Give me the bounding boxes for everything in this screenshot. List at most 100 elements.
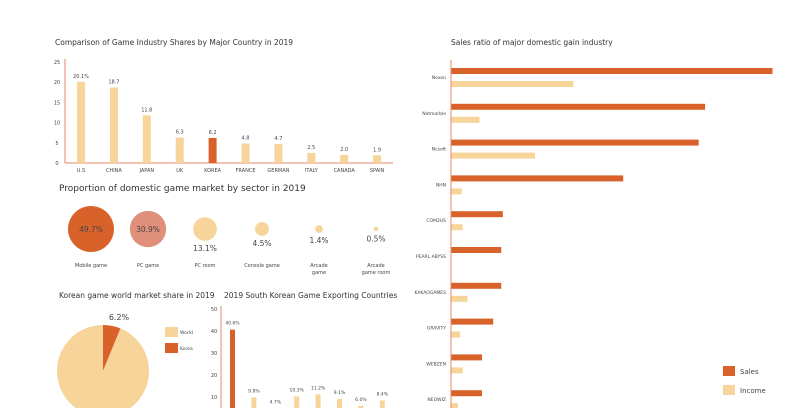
- country-y-tick: 25: [54, 60, 60, 66]
- sales-bar-sales: [451, 282, 502, 289]
- country-bar-label: 2.5: [307, 145, 315, 151]
- sales-legend-swatch: [723, 366, 735, 376]
- sector-value-label: 30.9%: [136, 225, 160, 234]
- country-bar: [340, 154, 349, 163]
- export-y-tick: 10: [211, 395, 217, 401]
- sector-category-label: Arcade: [310, 263, 327, 269]
- country-bar-label: 1.9: [373, 147, 381, 153]
- export-y-tick: 30: [211, 351, 217, 357]
- export-bar: [337, 398, 342, 408]
- export-bar-label: 9.8%: [248, 388, 260, 394]
- export-bar: [294, 396, 300, 408]
- country-bar-label: 11.8: [141, 107, 152, 113]
- sales-category-label: KAKAOGAMES: [414, 290, 446, 296]
- country-y-tick: 10: [54, 121, 60, 127]
- export-chart-title: 2019 South Korean Game Exporting Countri…: [224, 291, 398, 300]
- sector-bubble: [129, 210, 167, 248]
- export-bar-label: 4.7%: [270, 400, 282, 406]
- sector-value-label: 4.5%: [252, 239, 271, 248]
- sector-category-label: Mobile game: [75, 263, 107, 269]
- country-bar-label: 20.1%: [73, 74, 89, 80]
- pie-slice-world: [57, 325, 149, 408]
- sector-bubble: [315, 225, 323, 233]
- sales-category-label: GRAVITY: [427, 326, 446, 332]
- export-bar: [315, 394, 321, 408]
- pie-legend-label: World: [180, 330, 193, 336]
- export-bar: [230, 329, 235, 408]
- sector-value-label: 1.4%: [309, 236, 328, 245]
- sales-bar-income: [451, 295, 468, 302]
- sector-category-label: PC game: [137, 263, 159, 269]
- country-bar-label: 2.0: [340, 147, 348, 153]
- country-bar-label: 6.3: [176, 130, 184, 136]
- country-bar: [175, 137, 184, 163]
- sector-category-label: game room: [362, 270, 391, 276]
- country-y-tick: 5: [55, 141, 58, 147]
- sales-chart-title: Sales ratio of major domestic gain indus…: [451, 38, 613, 47]
- sales-bar-sales: [451, 103, 706, 110]
- sales-legend-label: Income: [740, 387, 766, 395]
- pie-annotation: 6.2%: [109, 313, 130, 322]
- export-bar-label: 8.4%: [377, 392, 389, 398]
- sales-category-label: PEARL ABYSS: [416, 254, 446, 260]
- export-y-tick: 40: [211, 329, 217, 335]
- country-y-tick: 20: [54, 80, 60, 86]
- export-bar: [251, 397, 257, 408]
- country-x-tick: CANADA: [334, 168, 356, 174]
- sector-bubble: [193, 217, 217, 241]
- country-x-tick: SPAIN: [370, 168, 385, 174]
- sales-bar-income: [451, 188, 462, 195]
- sales-bar-income: [451, 367, 463, 374]
- country-bar-label: 4.8: [242, 136, 250, 142]
- sector-value-label: 0.5%: [366, 234, 385, 243]
- sector-value-label: 13.1%: [193, 244, 217, 253]
- sector-bubble: [373, 226, 379, 232]
- export-y-tick: 20: [211, 373, 217, 379]
- country-bar-label: 6.2: [209, 130, 217, 136]
- sector-bubble: [68, 206, 114, 252]
- country-bar: [208, 137, 217, 163]
- sector-category-label: game: [312, 270, 326, 276]
- sales-bar-income: [451, 403, 458, 408]
- sales-category-label: Netmarble: [422, 111, 446, 117]
- country-bar: [307, 152, 316, 163]
- country-x-tick: FRANCE: [236, 168, 256, 174]
- sales-bar-sales: [451, 318, 494, 325]
- export-bar: [379, 400, 385, 408]
- pie-legend-swatch: [165, 327, 178, 337]
- country-x-tick: U.S: [77, 168, 85, 174]
- sector-category-label: PC room: [194, 263, 215, 269]
- sales-bar-sales: [451, 247, 502, 253]
- country-bar-label: 4.7: [274, 136, 282, 142]
- sales-bar-sales: [451, 211, 503, 218]
- country-x-tick: GERMAN: [267, 168, 289, 174]
- pie-legend-label: Korea: [180, 346, 193, 352]
- sales-bar-sales: [451, 175, 624, 182]
- country-bar-label: 18.7: [108, 79, 119, 85]
- sales-category-label: Ncsoft: [432, 147, 446, 153]
- sales-bar-sales: [451, 68, 773, 74]
- pie-slice-korea: [103, 325, 121, 371]
- sector-category-label: Arcade: [367, 263, 384, 269]
- export-bar-label: 11.2%: [311, 385, 326, 391]
- country-bar: [274, 144, 283, 163]
- sales-category-label: Nexon: [432, 75, 446, 81]
- country-x-tick: CHINA: [106, 168, 122, 174]
- sector-bubble: [255, 222, 269, 236]
- export-bar-label: 10.3%: [290, 387, 305, 393]
- sales-bar-income: [451, 81, 574, 87]
- country-x-tick: KOREA: [204, 168, 222, 174]
- export-bar-label: 6.0%: [355, 397, 367, 403]
- export-bar-label: 9.1%: [334, 390, 346, 396]
- export-bar: [358, 405, 364, 408]
- export-y-tick: 50: [211, 307, 217, 313]
- sales-category-label: NEOWIZ: [427, 397, 446, 403]
- country-x-tick: JAPAN: [138, 168, 154, 174]
- pie-legend-swatch: [165, 343, 178, 353]
- country-bar: [77, 81, 85, 163]
- country-y-tick: 15: [54, 100, 60, 106]
- sector-chart-title: Proportion of domestic game market by se…: [59, 184, 306, 194]
- sales-category-label: WEBZEN: [426, 361, 446, 367]
- country-bar: [241, 143, 250, 163]
